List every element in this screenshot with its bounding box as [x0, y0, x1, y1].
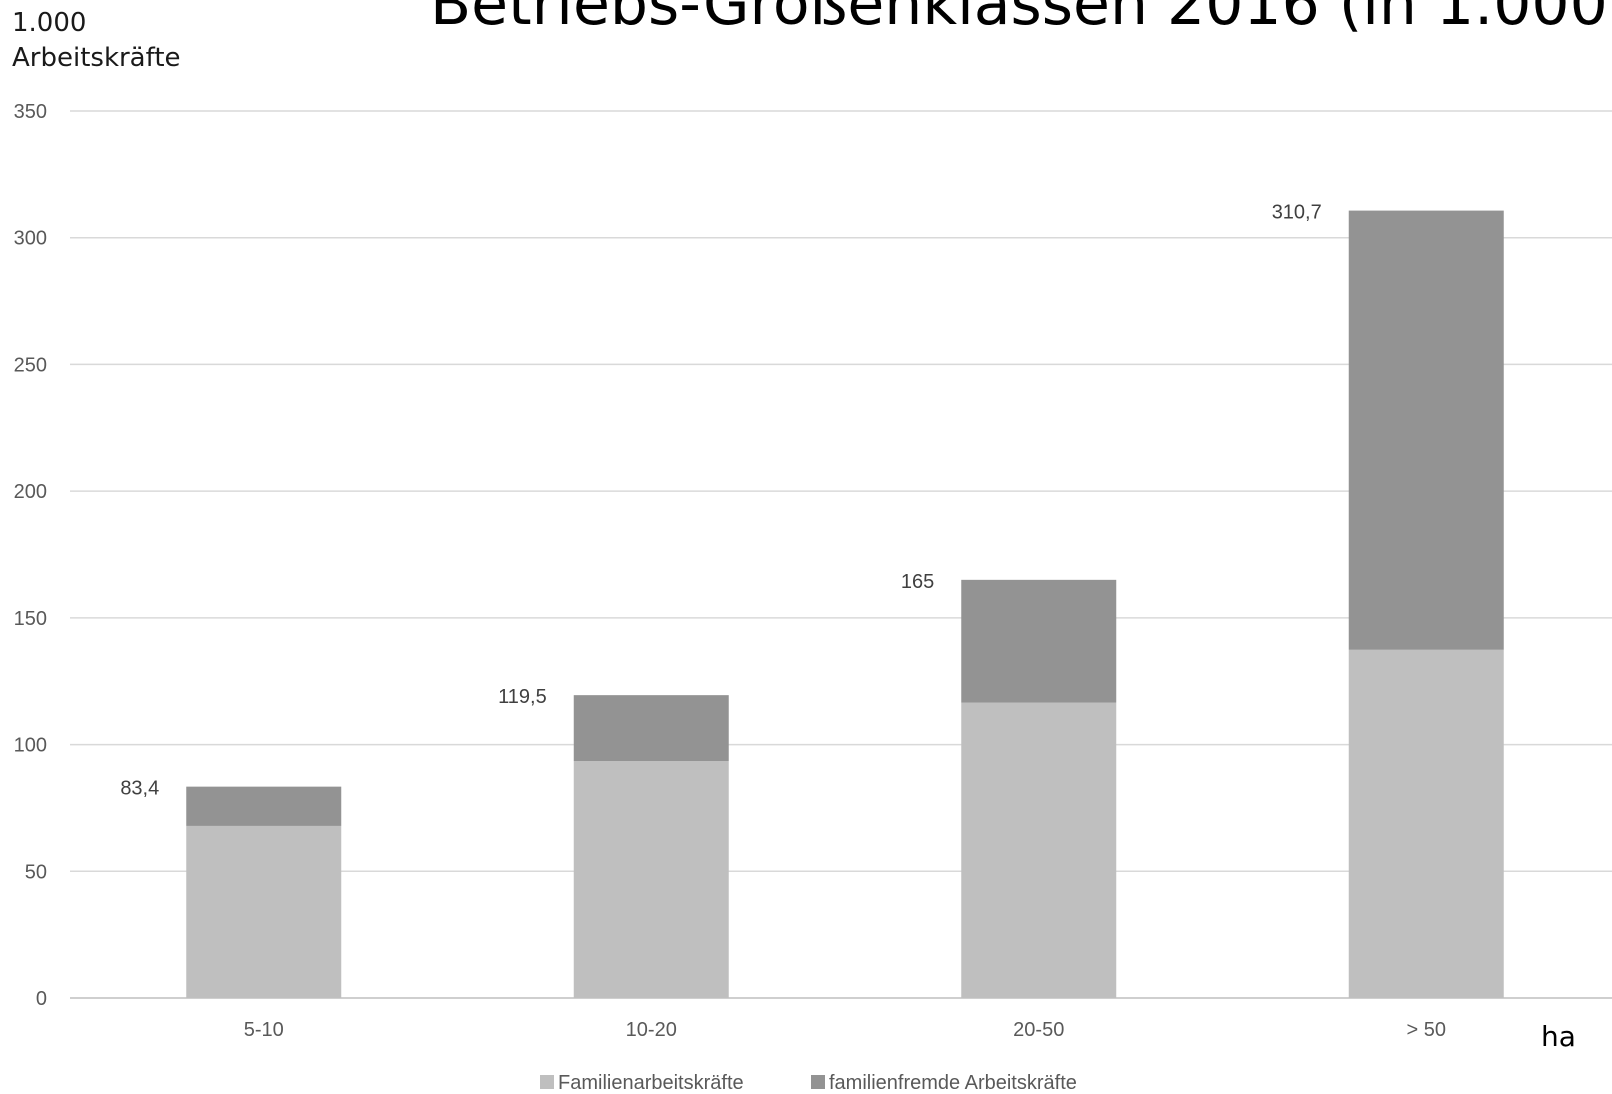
x-tick-label: 5-10 [244, 1019, 284, 1041]
x-axis-unit-label: ha [1541, 1020, 1576, 1053]
y-axis-ticks: 0 50 100 150 200 250 300 350 [14, 101, 47, 1010]
y-tick-label: 100 [14, 735, 47, 757]
y-tick-label: 200 [14, 481, 47, 503]
bar-familienfremde-2 [961, 579, 1117, 703]
legend-swatch-familienfremde [811, 1075, 825, 1089]
y-tick-label: 0 [36, 988, 47, 1010]
bar-familienarbeitskraefte-2 [961, 702, 1117, 998]
y-axis-label-line2: Arbeitskräfte [12, 43, 181, 73]
total-data-label: 310,7 [1272, 202, 1322, 224]
y-tick-label: 300 [14, 228, 47, 250]
legend-label-familienfremde: familienfremde Arbeitskräfte [829, 1072, 1077, 1094]
bar-familienarbeitskraefte-0 [186, 825, 342, 998]
total-labels: 83,4 119,5 165 310,7 [120, 202, 1321, 800]
bar-familienfremde-3 [1348, 210, 1504, 650]
bar-familienfremde-0 [186, 786, 342, 826]
x-tick-label: > 50 [1407, 1019, 1446, 1041]
x-tick-label: 20-50 [1013, 1019, 1064, 1041]
x-axis-ticks: 5-10 10-20 20-50 > 50 [244, 1019, 1446, 1041]
y-tick-label: 250 [14, 354, 47, 376]
chart-title: Betriebs-Größenklassen 2016 (in 1.000) [430, 0, 1612, 39]
bar-familienarbeitskraefte-1 [573, 761, 729, 998]
y-tick-label: 350 [14, 101, 47, 123]
legend: Familienarbeitskräfte familienfremde Arb… [540, 1072, 1077, 1094]
gridlines [70, 110, 1612, 873]
y-tick-label: 150 [14, 608, 47, 630]
y-tick-label: 50 [25, 861, 47, 883]
legend-label-familienarbeitskraefte: Familienarbeitskräfte [558, 1072, 744, 1094]
total-data-label: 83,4 [120, 778, 159, 800]
y-axis-label-line1: 1.000 [12, 8, 86, 38]
total-data-label: 119,5 [498, 686, 547, 708]
x-tick-label: 10-20 [626, 1019, 677, 1041]
total-data-label: 165 [901, 571, 934, 593]
bar-familienarbeitskraefte-3 [1348, 649, 1504, 998]
bars [186, 210, 1504, 998]
bar-familienfremde-1 [573, 695, 729, 762]
legend-swatch-familienarbeitskraefte [540, 1075, 554, 1089]
